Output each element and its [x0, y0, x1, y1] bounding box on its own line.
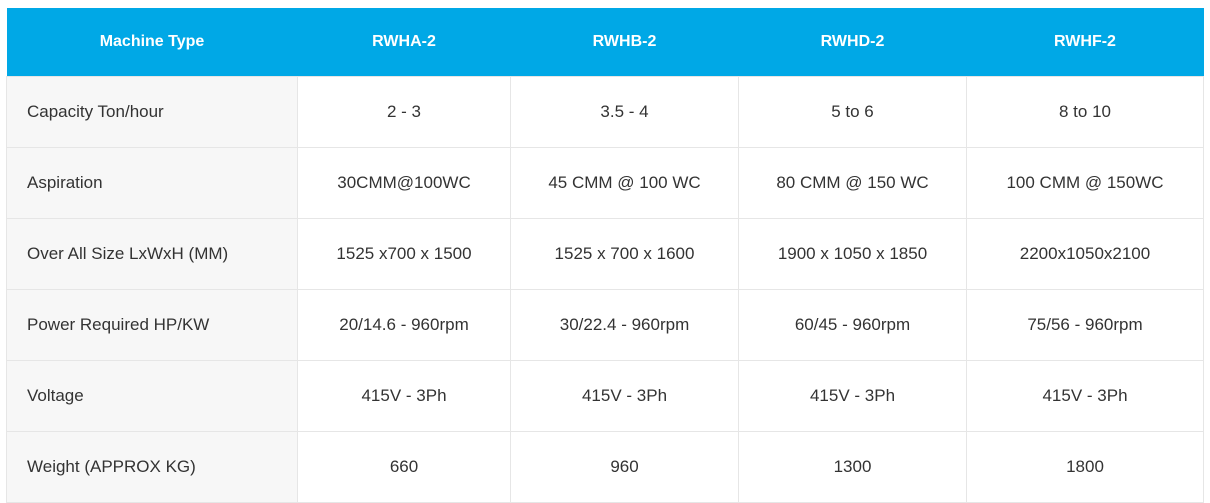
row-label: Aspiration [6, 147, 298, 219]
table-cell: 80 CMM @ 150 WC [738, 147, 967, 219]
row-label: Weight (APPROX KG) [6, 431, 298, 503]
table-row: Voltage 415V - 3Ph 415V - 3Ph 415V - 3Ph 415… [6, 360, 1204, 432]
row-label: Power Required HP/KW [6, 289, 298, 361]
table-cell: 45 CMM @ 100 WC [510, 147, 739, 219]
row-label: Over All Size LxWxH (MM) [6, 218, 298, 290]
table-row: Weight (APPROX KG) 660 960 1300 1800 [6, 431, 1204, 503]
table-cell: 2 - 3 [297, 76, 511, 148]
table-cell: 60/45 - 960rpm [738, 289, 967, 361]
table-cell: 1525 x 700 x 1600 [510, 218, 739, 290]
table-row: Power Required HP/KW 20/14.6 - 960rpm 30/2… [6, 289, 1204, 361]
table-cell: 3.5 - 4 [510, 76, 739, 148]
table-row: Aspiration 30CMM@100WC 45 CMM @ 100 WC 80 C… [6, 147, 1204, 219]
header-cell: RWHA-2 [297, 8, 511, 77]
table-cell: 415V - 3Ph [966, 360, 1204, 432]
spec-table: Machine Type RWHA-2 RWHB-2 RWHD-2 RWHF-2 Cap… [6, 8, 1204, 503]
table-cell: 960 [510, 431, 739, 503]
table-cell: 2200x1050x2100 [966, 218, 1204, 290]
table-cell: 1525 x700 x 1500 [297, 218, 511, 290]
row-label: Voltage [6, 360, 298, 432]
table-cell: 1900 x 1050 x 1850 [738, 218, 967, 290]
table-cell: 100 CMM @ 150WC [966, 147, 1204, 219]
table-cell: 415V - 3Ph [738, 360, 967, 432]
header-cell: RWHD-2 [738, 8, 967, 77]
table-cell: 415V - 3Ph [510, 360, 739, 432]
table-cell: 8 to 10 [966, 76, 1204, 148]
table-cell: 660 [297, 431, 511, 503]
header-row: Machine Type RWHA-2 RWHB-2 RWHD-2 RWHF-2 [6, 8, 1204, 77]
table-cell: 30/22.4 - 960rpm [510, 289, 739, 361]
table-cell: 75/56 - 960rpm [966, 289, 1204, 361]
table-cell: 1300 [738, 431, 967, 503]
table-cell: 30CMM@100WC [297, 147, 511, 219]
header-cell: RWHF-2 [966, 8, 1204, 77]
table-cell: 20/14.6 - 960rpm [297, 289, 511, 361]
table-cell: 5 to 6 [738, 76, 967, 148]
table-cell: 1800 [966, 431, 1204, 503]
row-label: Capacity Ton/hour [6, 76, 298, 148]
header-cell: Machine Type [6, 8, 298, 77]
table-cell: 415V - 3Ph [297, 360, 511, 432]
header-cell: RWHB-2 [510, 8, 739, 77]
table-row: Over All Size LxWxH (MM) 1525 x700 x 1500… [6, 218, 1204, 290]
